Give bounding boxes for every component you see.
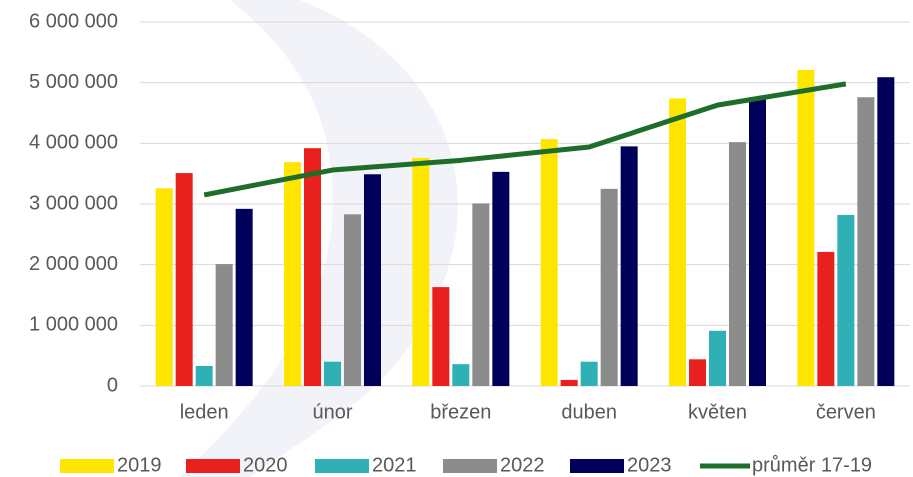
- legend-label: průměr 17-19: [752, 454, 872, 476]
- bar: [156, 188, 173, 386]
- legend-label: 2021: [372, 454, 417, 476]
- legend-label: 2022: [500, 454, 545, 476]
- y-tick-label: 6 000 000: [29, 10, 118, 32]
- y-tick-label: 5 000 000: [29, 71, 118, 93]
- bar: [284, 162, 301, 386]
- bar: [797, 70, 814, 386]
- bar: [324, 362, 341, 386]
- legend-swatch: [60, 459, 114, 473]
- legend-swatch: [186, 459, 240, 473]
- bar: [729, 142, 746, 386]
- y-tick-label: 1 000 000: [29, 314, 118, 336]
- bar: [709, 331, 726, 386]
- legend-swatch: [570, 459, 624, 473]
- x-tick-label: duben: [561, 401, 617, 423]
- bar: [857, 97, 874, 386]
- bar: [837, 215, 854, 386]
- bar: [344, 214, 361, 386]
- bar: [601, 189, 618, 386]
- bar: [452, 364, 469, 386]
- bar: [877, 77, 894, 386]
- bar: [216, 264, 233, 386]
- legend-label: 2019: [117, 454, 162, 476]
- x-tick-label: červen: [816, 401, 876, 423]
- bar: [364, 174, 381, 386]
- y-tick-label: 2 000 000: [29, 253, 118, 275]
- bar: [689, 359, 706, 386]
- y-tick-label: 4 000 000: [29, 132, 118, 154]
- y-tick-label: 0: [107, 374, 118, 396]
- bar: [669, 98, 686, 386]
- legend-label: 2023: [627, 454, 672, 476]
- legend-label: 2020: [243, 454, 288, 476]
- bar: [541, 139, 558, 386]
- bar: [492, 172, 509, 386]
- bar: [432, 287, 449, 386]
- bar: [817, 252, 834, 386]
- bar: [621, 146, 638, 386]
- x-tick-label: leden: [180, 401, 229, 423]
- legend-swatch: [315, 459, 369, 473]
- bar: [176, 173, 193, 386]
- bar: [196, 366, 213, 386]
- bar: [236, 209, 253, 386]
- bar: [581, 362, 598, 386]
- x-tick-label: březen: [430, 401, 491, 423]
- chart: 0 1 000 000 2 000 000 3 000 000 4 000 000 5 0…: [0, 0, 913, 477]
- bar: [412, 158, 429, 386]
- bar: [472, 203, 489, 386]
- y-tick-label: 3 000 000: [29, 192, 118, 214]
- legend-swatch: [443, 459, 497, 473]
- x-tick-label: únor: [312, 401, 352, 423]
- bar: [304, 148, 321, 386]
- bar: [749, 98, 766, 386]
- bar: [561, 380, 578, 386]
- x-tick-label: květen: [688, 401, 747, 423]
